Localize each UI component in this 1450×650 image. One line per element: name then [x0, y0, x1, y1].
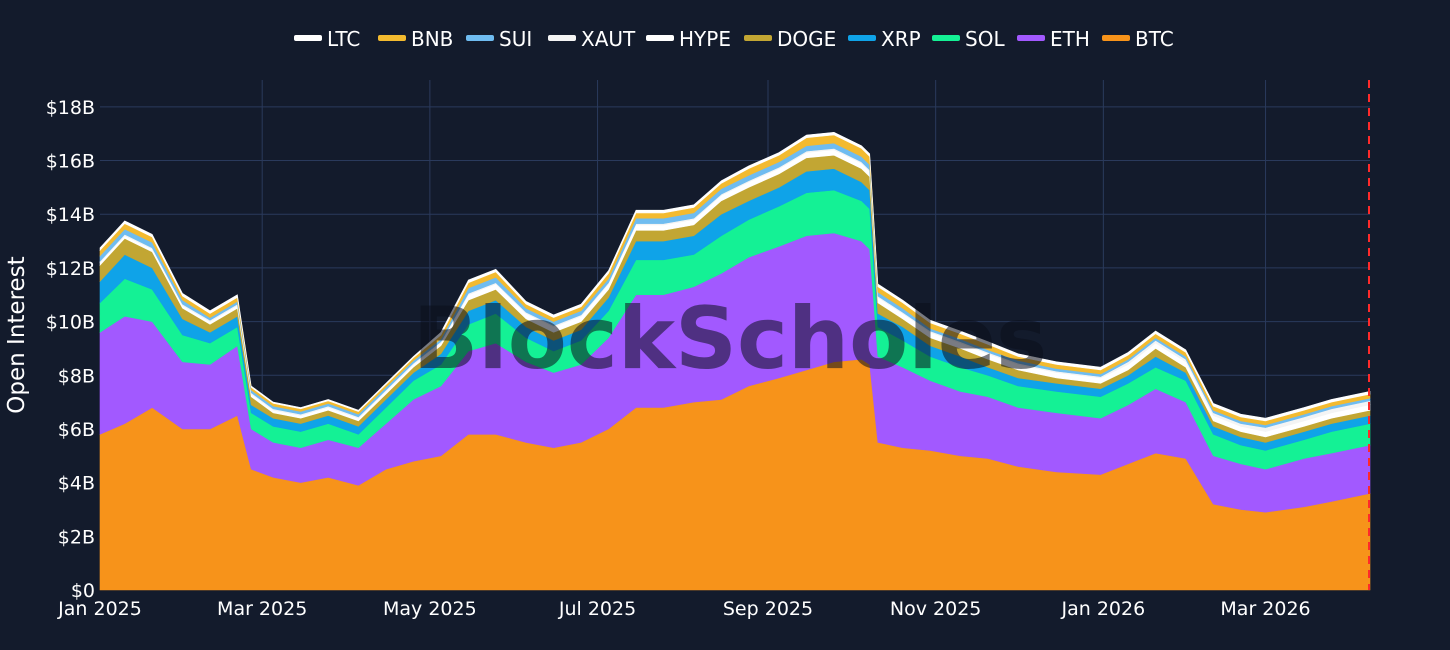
- x-tick-label: May 2025: [383, 598, 477, 620]
- legend-item-btc: BTC: [1102, 27, 1174, 51]
- legend-swatch: [1102, 35, 1130, 41]
- legend-label: HYPE: [679, 27, 731, 51]
- legend-label: ETH: [1050, 27, 1090, 51]
- legend-label: BTC: [1135, 27, 1174, 51]
- stacked-areas: [99, 131, 1371, 591]
- legend-label: SUI: [499, 27, 532, 51]
- y-tick-label: $12B: [46, 258, 95, 280]
- legend-item-eth: ETH: [1017, 27, 1090, 51]
- legend-swatch: [466, 35, 494, 41]
- legend-item-hype: HYPE: [646, 27, 731, 51]
- y-axis: $0 $2B $4B $6B $8B $10B $12B $14B $16B $18B: [46, 97, 95, 602]
- legend-item-doge: DOGE: [744, 27, 836, 51]
- legend-item-sui: SUI: [466, 27, 532, 51]
- y-tick-label: $0: [71, 580, 95, 602]
- legend-swatch: [378, 35, 406, 41]
- legend-label: LTC: [327, 27, 360, 51]
- legend-item-bnb: BNB: [378, 27, 453, 51]
- legend-label: BNB: [411, 27, 453, 51]
- y-tick-label: $6B: [58, 419, 95, 441]
- legend-item-xrp: XRP: [848, 27, 921, 51]
- y-tick-label: $16B: [46, 151, 95, 173]
- watermark: BlockScholes: [413, 289, 1048, 389]
- legend: LTC BNB SUI XAUT HYPE DOGE XRP SOL ETH BTC: [294, 27, 1174, 51]
- legend-item-ltc: LTC: [294, 27, 360, 51]
- legend-label: DOGE: [777, 27, 836, 51]
- legend-label: XRP: [881, 27, 921, 51]
- legend-swatch: [646, 35, 674, 41]
- y-tick-label: $8B: [58, 365, 95, 387]
- x-tick-label: Jan 2025: [57, 598, 142, 620]
- legend-swatch: [548, 35, 576, 41]
- y-tick-label: $18B: [46, 97, 95, 119]
- x-tick-label: Mar 2025: [217, 598, 307, 620]
- x-tick-label: Sep 2025: [723, 598, 813, 620]
- y-tick-label: $14B: [46, 204, 95, 226]
- legend-swatch: [1017, 35, 1045, 41]
- x-axis: Jan 2025 Mar 2025 May 2025 Jul 2025 Sep 2025…: [57, 598, 1311, 620]
- legend-item-xaut: XAUT: [548, 27, 636, 51]
- y-tick-label: $10B: [46, 312, 95, 334]
- x-tick-label: Jan 2026: [1061, 598, 1146, 620]
- legend-label: XAUT: [581, 27, 636, 51]
- legend-swatch: [932, 35, 960, 41]
- legend-swatch: [848, 35, 876, 41]
- y-axis-title: Open Interest: [4, 256, 30, 413]
- legend-swatch: [744, 35, 772, 41]
- legend-item-sol: SOL: [932, 27, 1005, 51]
- x-tick-label: Nov 2025: [890, 598, 981, 620]
- y-tick-label: $4B: [58, 473, 95, 495]
- legend-swatch: [294, 35, 322, 41]
- y-tick-label: $2B: [58, 526, 95, 548]
- x-tick-label: Mar 2026: [1220, 598, 1310, 620]
- x-tick-label: Jul 2025: [558, 598, 636, 620]
- legend-label: SOL: [965, 27, 1005, 51]
